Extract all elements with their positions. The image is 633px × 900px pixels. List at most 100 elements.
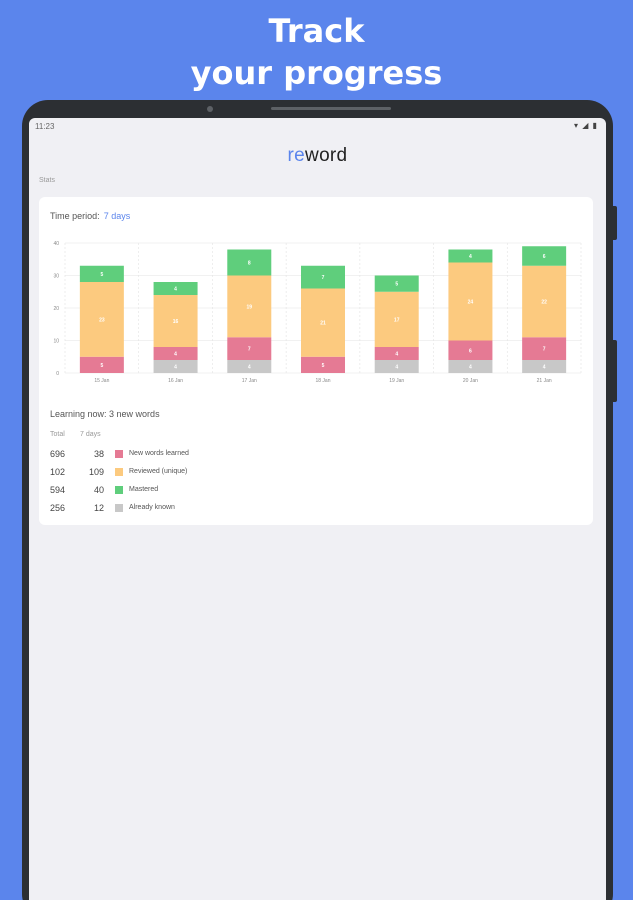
bar-segment — [227, 337, 272, 360]
x-tick-label: 19 Jan — [389, 378, 404, 384]
bar-data-label: 7 — [543, 347, 546, 353]
legend-swatch — [115, 486, 123, 494]
bar-data-label: 4 — [469, 365, 472, 371]
y-tick-label: 20 — [53, 306, 59, 312]
bar-segment — [301, 288, 345, 357]
bar-data-label: 7 — [248, 347, 251, 353]
bar-segment — [227, 275, 272, 338]
bar-data-label: 4 — [395, 365, 398, 371]
x-tick-label: 20 Jan — [463, 378, 478, 384]
bar-data-label: 4 — [543, 365, 546, 371]
bar-data-label: 17 — [394, 317, 400, 323]
time-period-selector[interactable]: 7 days — [103, 211, 131, 221]
bar-data-label: 19 — [247, 304, 253, 310]
legend-label: Reviewed (unique) — [129, 468, 188, 475]
bar-segment — [448, 262, 493, 341]
bar-data-label: 8 — [248, 261, 251, 267]
camera-icon — [207, 106, 213, 112]
legend-total: 594 — [50, 485, 66, 495]
app-logo: reword — [29, 145, 606, 167]
volume-button — [613, 340, 617, 402]
legend-total: 256 — [50, 503, 66, 513]
bar-segment — [448, 249, 493, 263]
bar-data-label: 4 — [395, 352, 398, 358]
bar-segment — [79, 265, 124, 282]
legend-label: New words learned — [129, 450, 189, 457]
bar-data-label: 24 — [468, 300, 474, 306]
y-tick-label: 30 — [53, 274, 59, 280]
bar-data-label: 16 — [173, 319, 179, 325]
bar-data-label: 21 — [320, 321, 326, 327]
signal-icon: ◢ — [582, 121, 590, 130]
bar-data-label: 5 — [322, 363, 325, 369]
legend-total: 696 — [50, 449, 66, 459]
column-header-7-days: 7 days — [80, 431, 101, 438]
bar-segment — [227, 360, 272, 373]
logo-suffix: word — [305, 145, 348, 166]
bar-segment — [522, 337, 567, 360]
bar-data-label: 7 — [322, 275, 325, 281]
x-tick-label: 16 Jan — [168, 378, 183, 384]
promo-title-line2: your progress — [190, 54, 443, 92]
legend-week: 40 — [93, 485, 104, 495]
promo-title-line1: Track — [268, 12, 365, 50]
bar-data-label: 6 — [469, 348, 472, 354]
x-tick-label: 17 Jan — [242, 378, 257, 384]
battery-icon: ▮ — [592, 121, 598, 130]
legend-week: 38 — [93, 449, 104, 459]
time-period: Time period: 7 days — [50, 211, 130, 221]
learning-now-text: Learning now: 3 new words — [50, 409, 160, 419]
bar-segment — [522, 246, 567, 266]
bar-data-label: 4 — [469, 254, 472, 260]
promo-headline: Track your progress — [0, 10, 633, 94]
bar-segment — [301, 356, 345, 373]
y-tick-label: 40 — [53, 241, 59, 247]
bar-segment — [153, 295, 198, 347]
speaker-grille — [271, 107, 391, 110]
bar-segment — [374, 275, 419, 292]
legend-swatch — [115, 504, 123, 512]
bar-segment — [522, 265, 567, 338]
bar-data-label: 6 — [543, 254, 546, 260]
logo-prefix: re — [287, 145, 306, 166]
bar-segment — [153, 282, 198, 295]
wifi-icon: ▾ — [573, 121, 579, 130]
bar-data-label: 23 — [99, 317, 105, 323]
legend-label: Mastered — [129, 486, 159, 493]
bar-segment — [374, 360, 419, 373]
bar-segment — [448, 360, 493, 373]
app-screen: 11:23 ▾ ◢ ▮ reword Stats Time period: 7 d… — [29, 118, 606, 900]
bar-data-label: 5 — [100, 272, 103, 278]
bar-segment — [153, 347, 198, 360]
legend-swatch — [115, 450, 123, 458]
bar-data-label: 5 — [100, 363, 103, 369]
bar-segment — [79, 356, 124, 373]
legend-week: 109 — [88, 467, 104, 477]
stats-card: Time period: 7 days 0 10 20 30 40 5 23 5 15 Jan 4 4… — [39, 197, 593, 525]
x-tick-label: 21 Jan — [537, 378, 552, 384]
y-tick-label: 0 — [56, 371, 59, 377]
bar-segment — [448, 340, 493, 360]
bar-segment — [153, 360, 198, 373]
legend-week: 12 — [93, 503, 104, 513]
bar-segment — [374, 347, 419, 360]
time-period-label: Time period: — [50, 211, 100, 221]
column-header-total: Total — [50, 431, 65, 438]
bar-data-label: 5 — [395, 282, 398, 288]
bar-segment — [79, 282, 124, 357]
tablet-frame: 11:23 ▾ ◢ ▮ reword Stats Time period: 7 d… — [22, 100, 617, 900]
bar-data-label: 4 — [174, 365, 177, 371]
x-tick-label: 15 Jan — [94, 378, 109, 384]
bar-data-label: 4 — [174, 352, 177, 358]
breadcrumb: Stats — [39, 177, 55, 184]
legend-swatch — [115, 468, 123, 476]
x-tick-label: 18 Jan — [315, 378, 330, 384]
bar-data-label: 4 — [174, 287, 177, 293]
bar-segment — [301, 265, 345, 289]
status-icons: ▾ ◢ ▮ — [574, 121, 598, 130]
bar-segment — [227, 249, 272, 276]
bar-segment — [522, 360, 567, 373]
bar-data-label: 22 — [541, 300, 547, 306]
stacked-bar-chart: 0 10 20 30 40 5 23 5 15 Jan 4 4 16 4 16 Jan 4 7 19 8 17 Ja… — [53, 241, 582, 384]
y-tick-label: 10 — [53, 339, 59, 345]
